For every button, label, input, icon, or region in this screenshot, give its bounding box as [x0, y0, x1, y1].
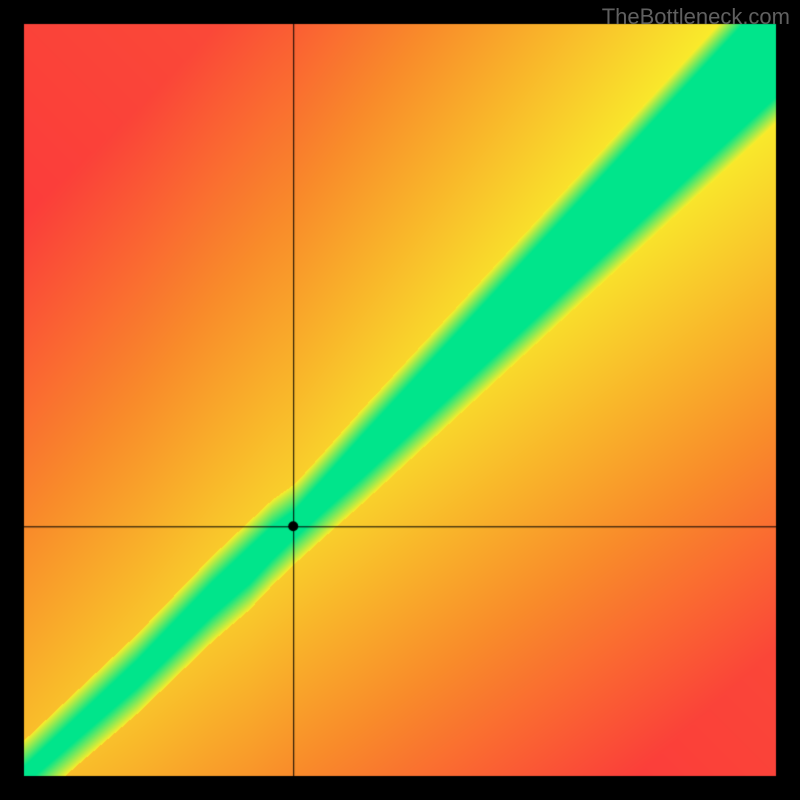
watermark: TheBottleneck.com: [602, 4, 790, 30]
chart-container: TheBottleneck.com: [0, 0, 800, 800]
bottleneck-heatmap: [0, 0, 800, 800]
